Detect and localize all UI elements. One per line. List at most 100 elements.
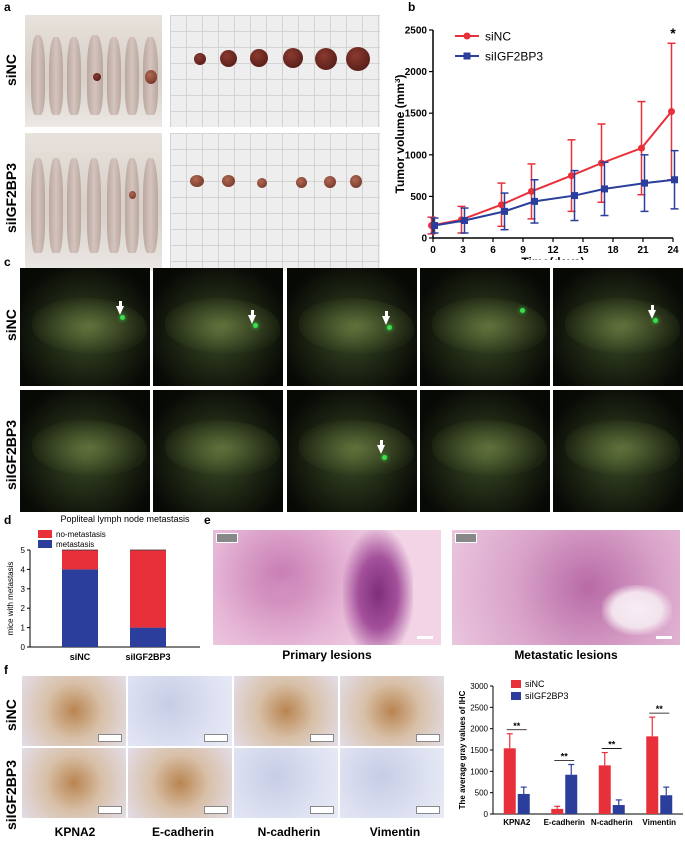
legend-label: siIGF2BP3 (485, 50, 543, 64)
fluorescence-image (20, 390, 150, 512)
x-tick-label: 0 (430, 245, 436, 256)
x-tick-label: siIGF2BP3 (125, 652, 170, 662)
data-point (461, 217, 468, 225)
x-tick-label: E-cadherin (544, 818, 585, 827)
y-tick-label: 1000 (470, 767, 488, 776)
y-tick-label: 500 (475, 789, 489, 798)
x-tick-label: siNC (70, 652, 91, 662)
fluorescence-image (153, 268, 283, 386)
y-axis-label: mice with metastasis (6, 562, 15, 636)
fluorescence-image (153, 390, 283, 512)
y-tick-label: 1500 (405, 109, 428, 120)
panel-a-row-label-sinc: siNC (3, 54, 19, 86)
ihc-image (128, 748, 232, 818)
tumors-photo-siigf2bp3 (170, 133, 380, 271)
x-axis-label: Time(days) (521, 255, 584, 260)
data-point (498, 201, 505, 209)
ihc-image (22, 676, 126, 746)
ihc-image (340, 676, 444, 746)
legend-label: siNC (525, 679, 545, 689)
mice-photo-siigf2bp3 (25, 133, 162, 271)
y-tick-label: 2000 (470, 725, 488, 734)
panel-d-label: d (4, 513, 12, 527)
x-tick-label: 3 (460, 245, 466, 256)
bar-siIGF2BP3 (565, 774, 578, 814)
x-tick-label: 15 (577, 245, 589, 256)
fluorescence-image (20, 268, 150, 386)
fluorescence-image (553, 268, 683, 386)
arrow-down-icon (648, 310, 656, 319)
he-photo-primary (213, 530, 441, 645)
bar-siNC (551, 808, 564, 814)
fluorescence-image (287, 390, 417, 512)
bar-siIGF2BP3 (660, 795, 673, 814)
x-tick-label: 12 (547, 245, 559, 256)
series-line-siIGF2BP3 (434, 178, 675, 227)
panel-c-label: c (4, 255, 11, 269)
y-axis-label: The average gray values of IHC (458, 690, 467, 809)
arrow-down-icon (116, 306, 124, 315)
y-tick-label: 5 (21, 546, 26, 555)
panel-f-row-label-siigf2bp3: siIGF2BP3 (3, 759, 19, 831)
bar-metastasis (130, 627, 166, 647)
ihc-image (234, 676, 338, 746)
ihc-image (22, 748, 126, 818)
data-point (601, 185, 608, 193)
data-point (641, 179, 648, 187)
significance-stars: ** (513, 721, 521, 731)
x-tick-label: Vimentin (642, 818, 676, 827)
significance-star: * (670, 25, 676, 41)
ihc-image (340, 748, 444, 818)
x-tick-label: 24 (667, 245, 679, 256)
tumor-volume-chart: 0 500 1000 1500 2000 2500 0 3 6 9 12 15 18 21 24 Time(d… (395, 25, 679, 260)
legend-marker (463, 52, 471, 60)
legend-label: no-metastasis (56, 530, 106, 539)
caption-metastatic-lesions: Metastatic lesions (514, 648, 618, 662)
y-tick-label: 1000 (405, 150, 428, 161)
panel-b-label: b (408, 0, 416, 14)
he-photo-metastatic (452, 530, 680, 645)
bar-no-metastasis (62, 550, 98, 570)
data-point (528, 187, 535, 195)
data-point (431, 222, 438, 230)
x-tick-label: 21 (637, 245, 649, 256)
data-point (571, 192, 578, 200)
arrow-down-icon (248, 315, 256, 324)
y-tick-label: 2500 (470, 703, 488, 712)
bar-siNC (646, 736, 659, 814)
fluorescence-image (420, 268, 550, 386)
ihc-col-n-cadherin: N-cadherin (257, 825, 321, 839)
legend-swatch (511, 692, 521, 700)
y-tick-label: 3 (21, 585, 26, 594)
data-point (638, 144, 645, 152)
y-tick-label: 4 (21, 565, 26, 574)
y-tick-label: 2500 (405, 26, 428, 37)
panel-f-row-label-sinc: siNC (3, 699, 19, 731)
ihc-image (128, 676, 232, 746)
legend-label: metastasis (56, 540, 94, 549)
data-point (671, 176, 678, 184)
bar-siNC (598, 765, 611, 814)
x-tick-label: 6 (490, 245, 496, 256)
legend-swatch (511, 680, 521, 688)
panel-a-row-label-siigf2bp3: siIGF2BP3 (3, 162, 19, 233)
y-tick-label: 500 (410, 192, 427, 203)
bar-siIGF2BP3 (612, 805, 625, 814)
y-tick-label: 0 (484, 810, 489, 819)
metastasis-chart: Popliteal lymph node metastasis 0 1 2 3 4 5 mic… (6, 514, 200, 662)
x-tick-label: KPNA2 (503, 818, 531, 827)
bar-metastasis (62, 569, 98, 647)
ihc-image (234, 748, 338, 818)
mice-photo-sinc (25, 15, 162, 127)
panel-c-row-label-sinc: siNC (3, 309, 19, 341)
data-point (668, 108, 675, 116)
significance-stars: ** (608, 740, 616, 750)
ihc-col-vimentin: Vimentin (369, 825, 421, 839)
y-tick-label: 0 (421, 234, 427, 245)
y-tick-label: 2000 (405, 67, 428, 78)
arrow-down-icon (377, 445, 385, 454)
fluorescence-image (420, 390, 550, 512)
panel-c-row-label-siigf2bp3: siIGF2BP3 (3, 419, 19, 491)
bar-no-metastasis (130, 550, 166, 628)
